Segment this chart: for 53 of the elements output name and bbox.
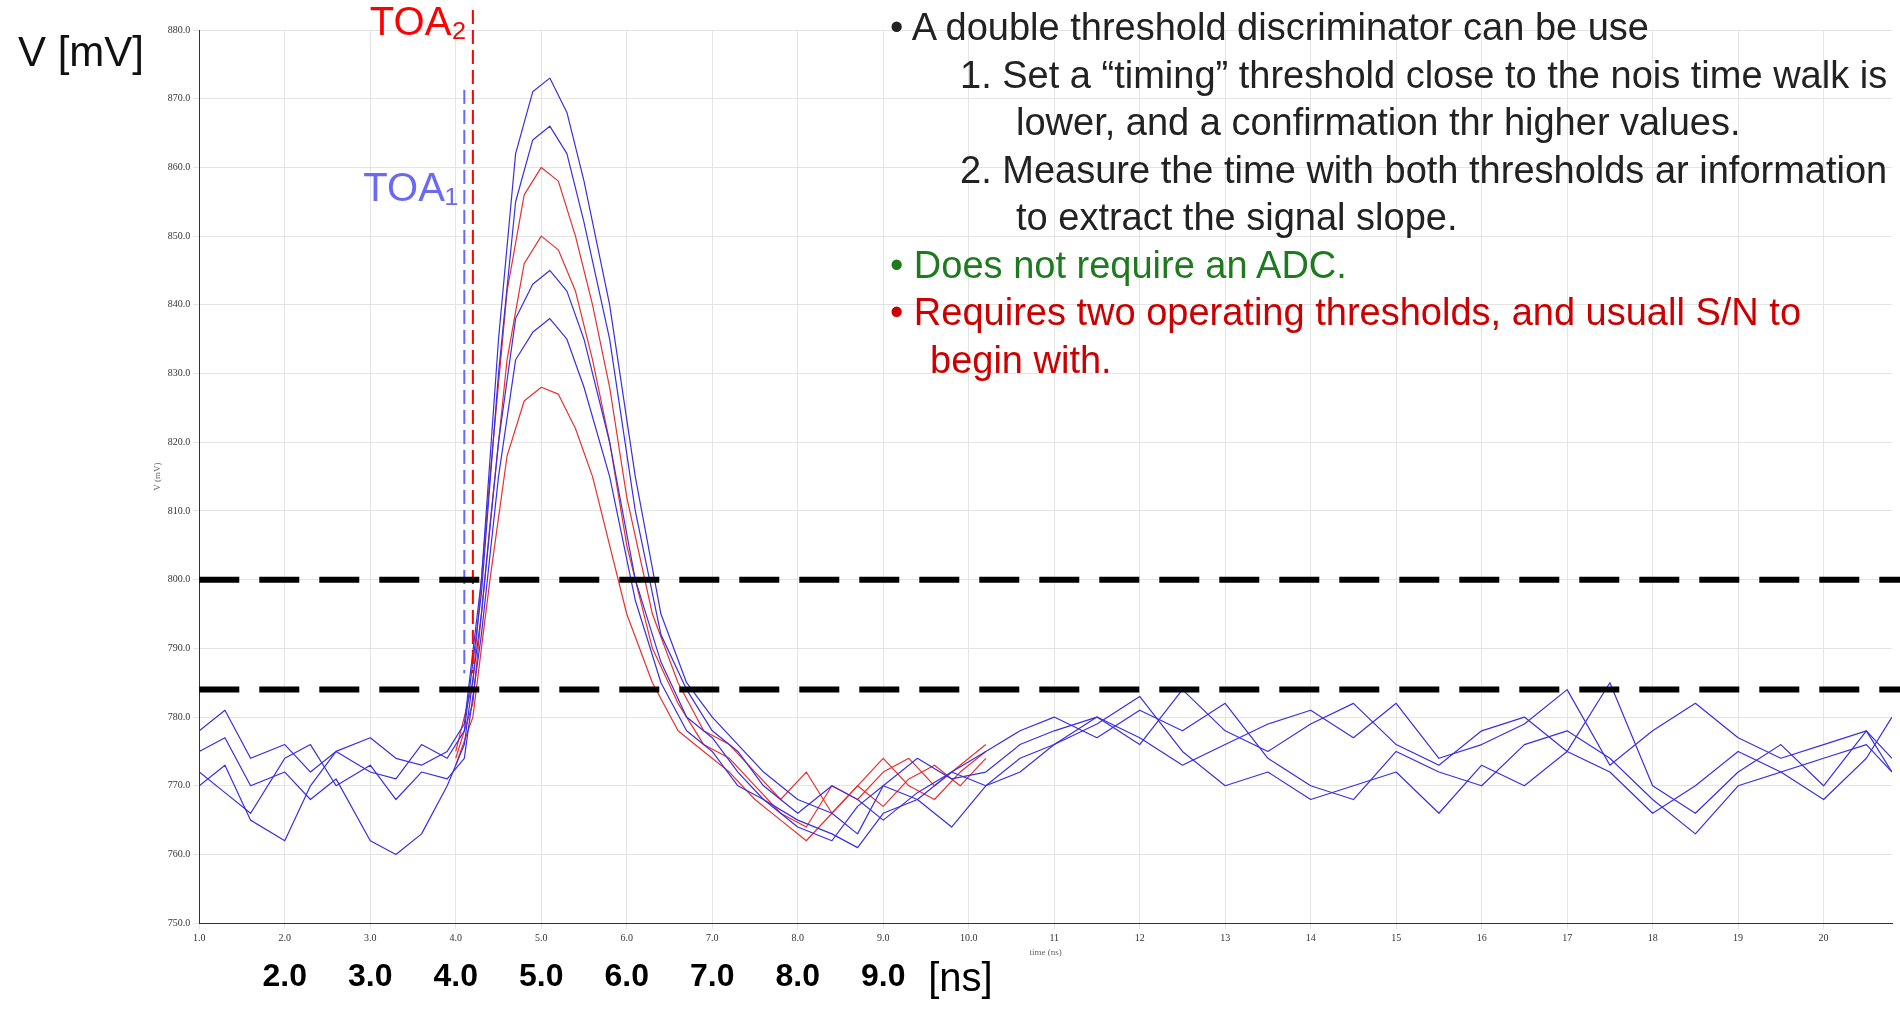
y-tick-label: 780.0 <box>167 710 191 722</box>
annotation: 1. Set a “timing” threshold close to the nois time walk is lower, and a confirmation thr higher values. <box>960 52 1889 145</box>
y-axis-title: V (mV) <box>151 462 162 491</box>
y-tick-label: 850.0 <box>167 229 191 241</box>
x2-tick-label: 9.0 <box>860 957 906 994</box>
y-tick-label: 860.0 <box>167 161 191 173</box>
y-tick-label: 830.0 <box>167 367 191 379</box>
y-tick-label: 790.0 <box>167 641 191 653</box>
ref-line-label: TOA₁ <box>363 165 459 210</box>
x-tick-label: 11 <box>1049 931 1060 943</box>
annotation: • Does not require an ADC. <box>890 242 1348 288</box>
y-tick-label: 820.0 <box>167 435 191 447</box>
text: V [mV] <box>18 28 145 76</box>
y-tick-label: 750.0 <box>167 916 191 928</box>
x-tick-label: 5.0 <box>535 931 548 943</box>
x-tick-label: 16 <box>1476 931 1487 943</box>
x-tick-label: 9.0 <box>876 931 890 943</box>
ref-line-label: TOA₂ <box>369 0 467 44</box>
x-tick-label: 15 <box>1391 931 1402 943</box>
x-tick-label: 2.0 <box>278 931 292 943</box>
x2-tick-label: 2.0 <box>262 957 308 994</box>
x-tick-label: 10.0 <box>959 931 978 943</box>
annotation: 2. Measure the time with both thresholds ar information to extract the signal slope. <box>960 147 1889 240</box>
x2-tick-label: 4.0 <box>433 957 479 994</box>
x2-axis-title: [ns] <box>928 955 993 1000</box>
y-tick-label: 880.0 <box>167 23 191 35</box>
x-tick-label: 7.0 <box>705 931 719 943</box>
y-tick-label: 770.0 <box>167 779 191 791</box>
annotation: • A double threshold discriminator can be use <box>890 5 1650 50</box>
y-tick-label: 870.0 <box>167 92 191 104</box>
x2-tick-label: 7.0 <box>690 957 735 994</box>
x-tick-label: 4.0 <box>449 931 463 943</box>
y-tick-label: 840.0 <box>167 298 191 310</box>
x-tick-label: 3.0 <box>364 931 377 943</box>
x-tick-label: 6.0 <box>620 931 633 943</box>
x-tick-label: 14 <box>1305 931 1316 943</box>
x-tick-label: 13 <box>1220 931 1231 943</box>
x-tick-label: 12 <box>1134 931 1145 943</box>
x-axis-title: time (ns) <box>1029 946 1062 957</box>
x-tick-label: 20 <box>1818 931 1829 943</box>
x-tick-label: 17 <box>1562 931 1573 943</box>
x2-tick-label: 5.0 <box>519 957 564 994</box>
annotation: • Requires two operating thresholds, and usuall S/N to begin with. <box>890 290 1803 383</box>
x-tick-label: 1.0 <box>193 931 206 943</box>
y-tick-label: 800.0 <box>167 573 191 585</box>
x-tick-label: 8.0 <box>791 931 804 943</box>
x2-tick-label: 3.0 <box>348 957 393 994</box>
y-tick-label: 760.0 <box>167 848 191 860</box>
x2-tick-label: 8.0 <box>775 957 820 994</box>
x-tick-label: 18 <box>1647 931 1658 943</box>
x-tick-label: 19 <box>1733 931 1744 943</box>
x2-tick-label: 6.0 <box>604 957 649 994</box>
y-tick-label: 810.0 <box>167 504 191 516</box>
